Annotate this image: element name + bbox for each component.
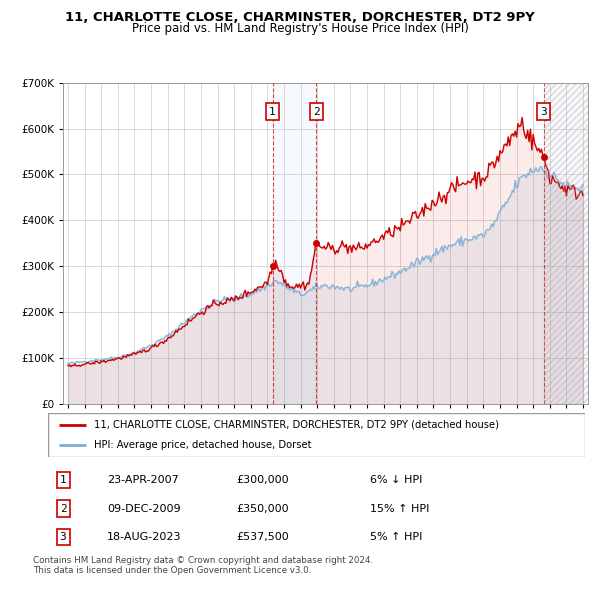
Text: 3: 3 bbox=[59, 532, 67, 542]
Text: £350,000: £350,000 bbox=[236, 504, 289, 514]
Text: 3: 3 bbox=[540, 107, 547, 117]
Bar bbox=[544, 83, 588, 404]
Text: HPI: Average price, detached house, Dorset: HPI: Average price, detached house, Dors… bbox=[94, 440, 311, 450]
Text: 2: 2 bbox=[313, 107, 320, 117]
Text: This data is licensed under the Open Government Licence v3.0.: This data is licensed under the Open Gov… bbox=[33, 566, 311, 575]
Text: 11, CHARLOTTE CLOSE, CHARMINSTER, DORCHESTER, DT2 9PY: 11, CHARLOTTE CLOSE, CHARMINSTER, DORCHE… bbox=[65, 11, 535, 24]
Text: 11, CHARLOTTE CLOSE, CHARMINSTER, DORCHESTER, DT2 9PY (detached house): 11, CHARLOTTE CLOSE, CHARMINSTER, DORCHE… bbox=[94, 420, 499, 430]
Text: 23-APR-2007: 23-APR-2007 bbox=[107, 475, 179, 485]
Text: 1: 1 bbox=[59, 475, 67, 485]
Text: 6% ↓ HPI: 6% ↓ HPI bbox=[370, 475, 422, 485]
Bar bbox=[272, 83, 316, 404]
Text: 1: 1 bbox=[269, 107, 276, 117]
FancyBboxPatch shape bbox=[48, 413, 585, 457]
Text: 2: 2 bbox=[59, 504, 67, 514]
Text: Price paid vs. HM Land Registry's House Price Index (HPI): Price paid vs. HM Land Registry's House … bbox=[131, 22, 469, 35]
Text: £537,500: £537,500 bbox=[236, 532, 289, 542]
Text: Contains HM Land Registry data © Crown copyright and database right 2024.: Contains HM Land Registry data © Crown c… bbox=[33, 556, 373, 565]
Text: 09-DEC-2009: 09-DEC-2009 bbox=[107, 504, 181, 514]
Text: 5% ↑ HPI: 5% ↑ HPI bbox=[370, 532, 422, 542]
Bar bbox=[544, 83, 588, 404]
Text: 18-AUG-2023: 18-AUG-2023 bbox=[107, 532, 182, 542]
Text: £300,000: £300,000 bbox=[236, 475, 289, 485]
Text: 15% ↑ HPI: 15% ↑ HPI bbox=[370, 504, 430, 514]
